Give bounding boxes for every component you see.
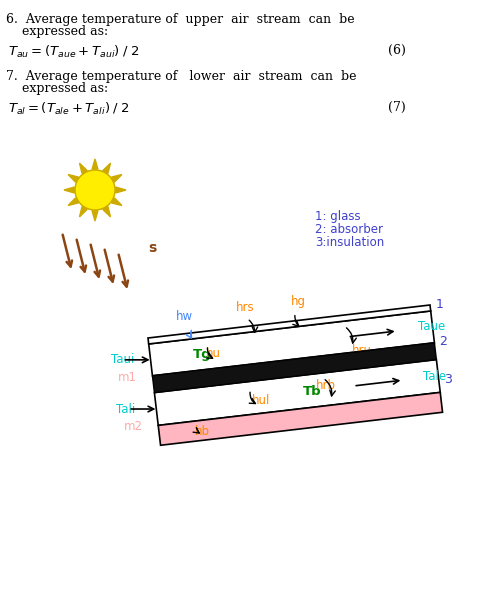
Text: Taui: Taui (110, 353, 134, 367)
Text: expressed as:: expressed as: (22, 25, 108, 38)
Text: hul: hul (251, 394, 270, 408)
Text: Tale: Tale (424, 370, 446, 382)
Text: m2: m2 (123, 420, 142, 433)
Text: hb: hb (195, 425, 209, 438)
Polygon shape (64, 187, 74, 193)
Polygon shape (103, 206, 110, 217)
Text: 1: glass: 1: glass (315, 210, 360, 223)
Polygon shape (92, 159, 98, 169)
Text: Taue: Taue (418, 320, 445, 334)
Text: $T_{al}=(T_{ale}+T_{ali})\;/\;2$: $T_{al}=(T_{ale}+T_{ali})\;/\;2$ (8, 101, 130, 117)
Polygon shape (79, 163, 87, 173)
Text: 7.  Average temperature of   lower  air  stream  can  be: 7. Average temperature of lower air stre… (6, 70, 357, 83)
Text: expressed as:: expressed as: (22, 82, 108, 95)
Polygon shape (92, 211, 98, 221)
Text: hrb: hrb (316, 379, 336, 392)
Text: hru: hru (352, 344, 372, 357)
Text: hu: hu (206, 347, 220, 360)
Text: 6.  Average temperature of  upper  air  stream  can  be: 6. Average temperature of upper air stre… (6, 13, 355, 26)
Text: m1: m1 (118, 371, 137, 384)
Text: (6): (6) (388, 44, 406, 57)
Polygon shape (152, 343, 436, 393)
Polygon shape (116, 187, 126, 193)
Text: Tali: Tali (116, 403, 136, 415)
Text: Tb: Tb (303, 385, 322, 399)
Text: hw: hw (176, 310, 193, 323)
Polygon shape (68, 175, 78, 182)
Text: s: s (148, 241, 156, 255)
Text: hg: hg (291, 294, 305, 308)
Polygon shape (103, 163, 110, 173)
Text: Tg: Tg (193, 349, 211, 361)
Text: 1: 1 (435, 299, 443, 311)
Text: 3: 3 (444, 373, 452, 386)
Text: 2: 2 (439, 335, 447, 347)
Text: hrs: hrs (236, 301, 254, 314)
Text: To: To (272, 364, 288, 377)
Polygon shape (154, 359, 440, 426)
Text: 2: absorber: 2: absorber (315, 223, 383, 236)
Text: (7): (7) (388, 101, 406, 114)
Polygon shape (111, 175, 122, 182)
Polygon shape (148, 305, 431, 344)
Polygon shape (111, 198, 122, 205)
Polygon shape (68, 198, 78, 205)
Text: 3:insulation: 3:insulation (315, 236, 384, 249)
Circle shape (75, 170, 115, 210)
Polygon shape (158, 393, 443, 445)
Polygon shape (149, 311, 435, 376)
Text: $T_{au}=(T_{aue}+T_{aui})\;/\;2$: $T_{au}=(T_{aue}+T_{aui})\;/\;2$ (8, 44, 140, 60)
Polygon shape (79, 206, 87, 217)
